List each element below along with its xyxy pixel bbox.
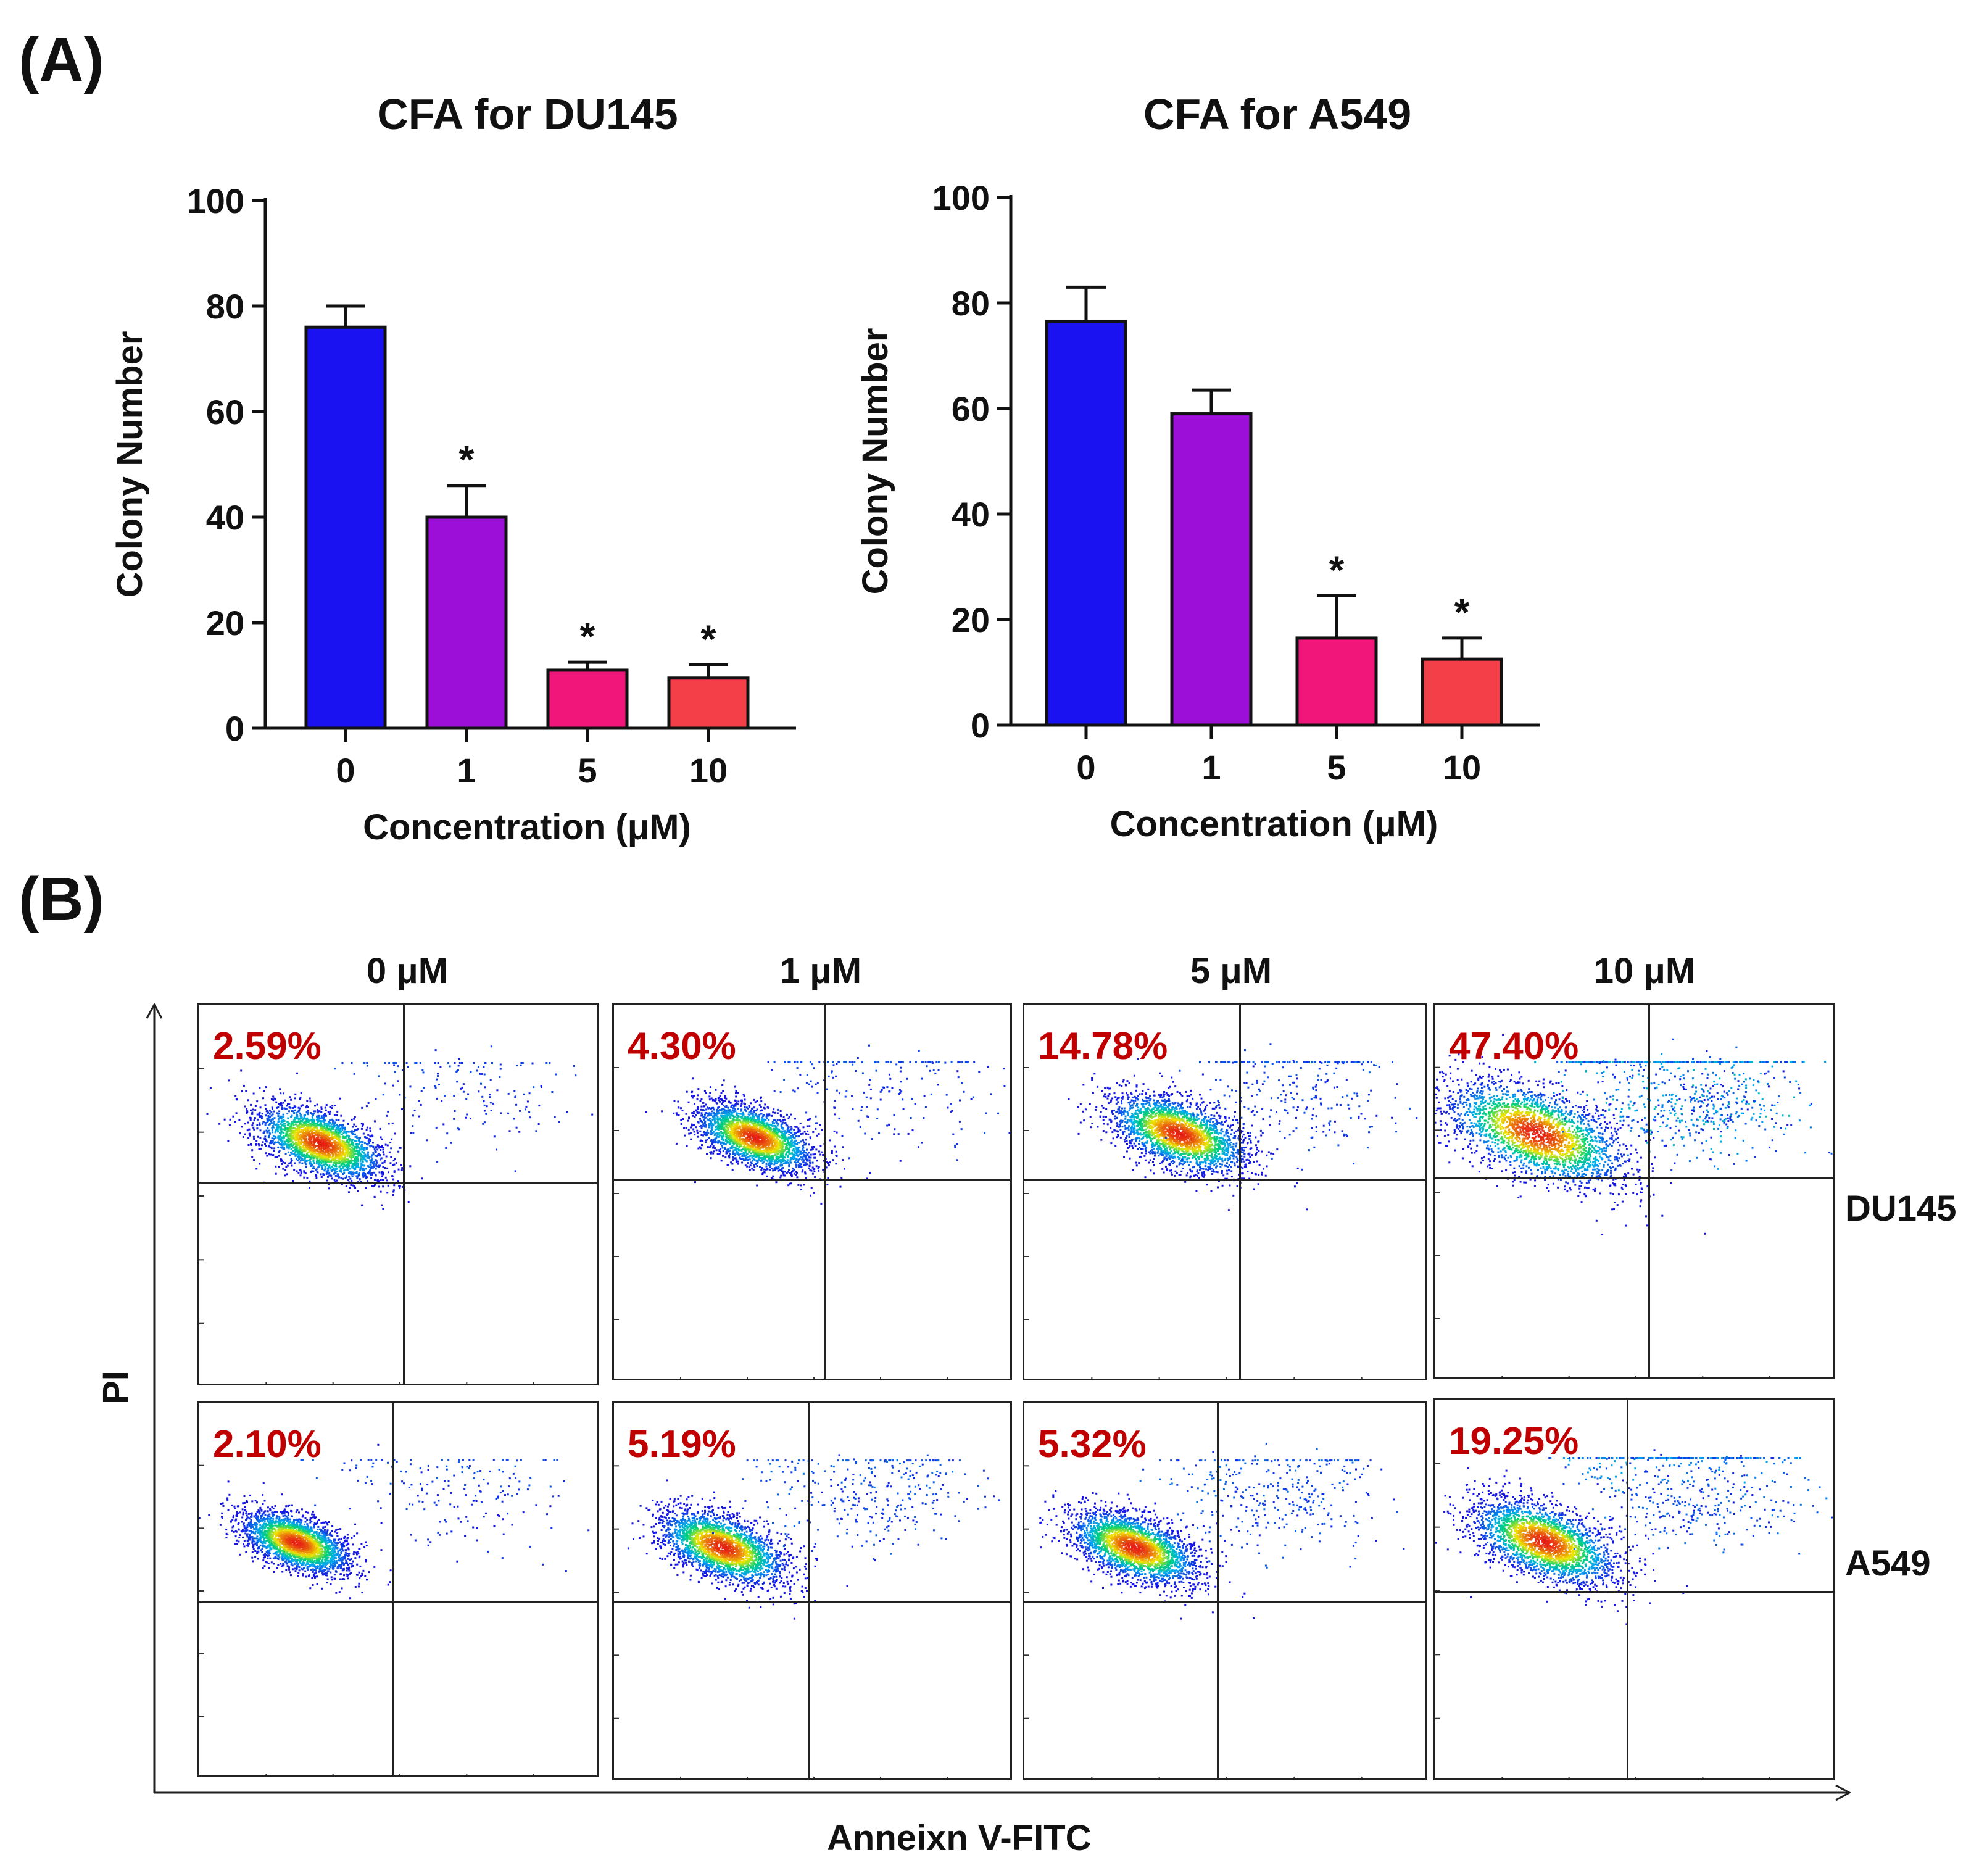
significance-marker: *	[580, 614, 595, 658]
x-axis-label: Concentration (μM)	[363, 807, 691, 847]
bar-0	[1045, 320, 1127, 727]
panel-b-label: (B)	[19, 864, 104, 935]
quadrant-line-horizontal	[1024, 1179, 1425, 1181]
chart-title: CFA for A549	[938, 89, 1617, 139]
quadrant-line-horizontal	[1435, 1177, 1833, 1179]
bar-10	[1421, 657, 1503, 727]
quadrant-line-horizontal	[199, 1182, 597, 1184]
quadrant-line-horizontal	[1024, 1601, 1425, 1603]
flow-plot-a549-2: 5.32%	[1023, 1401, 1427, 1780]
y-tick-label: 40	[952, 495, 990, 534]
y-tick-label: 60	[206, 392, 244, 431]
x-tick-label: 5	[578, 751, 597, 790]
quadrant-line-vertical	[392, 1403, 394, 1775]
percentage-label: 5.32%	[1038, 1422, 1147, 1466]
x-tick-label: 1	[457, 751, 476, 790]
flow-plot-du145-3: 47.40%	[1433, 1003, 1835, 1379]
y-tick-label: 0	[971, 706, 990, 745]
bar-1	[425, 515, 508, 730]
cell-line-label-du145: DU145	[1845, 1188, 1957, 1229]
bar-5	[1295, 636, 1378, 727]
x-tick-label: 10	[689, 751, 728, 790]
bar-0	[304, 325, 387, 730]
bar-10	[667, 676, 750, 730]
quadrant-line-vertical	[1239, 1005, 1241, 1379]
quadrant-line-vertical	[1217, 1403, 1219, 1778]
quadrant-line-vertical	[824, 1005, 826, 1379]
percentage-label: 2.59%	[213, 1024, 321, 1068]
flow-scatter	[1435, 1034, 1833, 1377]
percentage-label: 4.30%	[628, 1024, 736, 1068]
flow-axes	[146, 1002, 1852, 1801]
bar-chart-du145: CFA for DU145 0 20 40 60 80 100 0 1 * 5 * 10 * Concen…	[0, 74, 864, 876]
y-axis-label: Colony Number	[855, 328, 895, 595]
flow-plot-du145-2: 14.78%	[1023, 1003, 1427, 1380]
significance-marker: *	[459, 438, 475, 482]
flow-cytometry-panel: 0 μM 1 μM 5 μM 10 μM 2.59% 4.30% 14.78% …	[0, 926, 1987, 1876]
quadrant-line-horizontal	[614, 1601, 1010, 1603]
x-tick-label: 5	[1327, 748, 1346, 787]
y-tick-label: 100	[187, 181, 244, 220]
quadrant-line-horizontal	[199, 1601, 597, 1603]
flow-plot-du145-1: 4.30%	[612, 1003, 1012, 1380]
flow-scatter	[199, 1443, 590, 1775]
conc-header-2: 5 μM	[1027, 950, 1435, 992]
x-axis-label: Anneixn V-FITC	[827, 1817, 1092, 1859]
x-tick-label: 0	[1076, 748, 1095, 787]
flow-plot-a549-3: 19.25%	[1433, 1398, 1835, 1780]
flow-plot-du145-0: 2.59%	[197, 1003, 599, 1385]
quadrant-line-vertical	[1627, 1400, 1628, 1778]
percentage-label: 14.78%	[1038, 1024, 1168, 1068]
quadrant-line-vertical	[403, 1005, 405, 1384]
y-tick-label: 60	[952, 389, 990, 428]
bar-chart-a549-plot: 0 20 40 60 80 100 0 1 5 * 10 * Concentration (μM) Col…	[855, 178, 1540, 844]
percentage-label: 5.19%	[628, 1422, 736, 1466]
y-tick-label: 100	[932, 178, 990, 217]
flow-scatter	[614, 1454, 1000, 1778]
bar-chart-a549: CFA for A549 0 20 40 60 80 100 0 1 5 * 10 * Concentr…	[852, 74, 1654, 876]
y-tick-label: 20	[206, 604, 244, 642]
panel-a-label: (A)	[19, 25, 104, 96]
flow-plot-a549-1: 5.19%	[612, 1401, 1012, 1780]
significance-marker: *	[701, 616, 716, 661]
quadrant-line-horizontal	[614, 1179, 1010, 1181]
y-axis-label: PI	[95, 1371, 136, 1405]
y-tick-label: 20	[952, 600, 990, 639]
flow-scatter	[614, 1044, 1010, 1379]
quadrant-line-vertical	[808, 1403, 810, 1778]
bar-chart-du145-plot: 0 20 40 60 80 100 0 1 * 5 * 10 * Concentration (μM) Co…	[110, 181, 796, 847]
quadrant-line-horizontal	[1435, 1591, 1833, 1593]
conc-header-1: 1 μM	[617, 950, 1024, 992]
bar-1	[1170, 412, 1253, 727]
y-tick-label: 80	[206, 287, 244, 326]
conc-header-3: 10 μM	[1441, 950, 1848, 992]
flow-plot-a549-0: 2.10%	[197, 1401, 599, 1777]
y-tick-label: 80	[952, 284, 990, 323]
bar-5	[546, 668, 629, 730]
significance-marker: *	[1454, 590, 1470, 634]
x-tick-label: 10	[1443, 748, 1481, 787]
flow-scatter	[199, 1045, 594, 1384]
conc-header-0: 0 μM	[204, 950, 611, 992]
x-axis-label: Concentration (μM)	[1110, 804, 1438, 844]
y-tick-label: 0	[225, 709, 244, 748]
significance-marker: *	[1329, 548, 1345, 592]
x-axis-arrow-head	[1835, 1784, 1852, 1801]
flow-scatter	[1024, 1043, 1418, 1379]
flow-scatter	[1024, 1442, 1405, 1778]
percentage-label: 2.10%	[213, 1422, 321, 1466]
x-tick-label: 0	[336, 751, 355, 790]
y-tick-label: 40	[206, 498, 244, 537]
percentage-label: 47.40%	[1449, 1024, 1578, 1068]
y-axis-label: Colony Number	[110, 331, 150, 598]
x-tick-label: 1	[1201, 748, 1221, 787]
quadrant-line-vertical	[1648, 1005, 1650, 1377]
chart-title: CFA for DU145	[188, 89, 867, 139]
y-axis-arrow-head	[146, 1002, 163, 1019]
cell-line-label-a549: A549	[1845, 1543, 1931, 1584]
flow-scatter	[1435, 1449, 1833, 1778]
percentage-label: 19.25%	[1449, 1419, 1578, 1463]
